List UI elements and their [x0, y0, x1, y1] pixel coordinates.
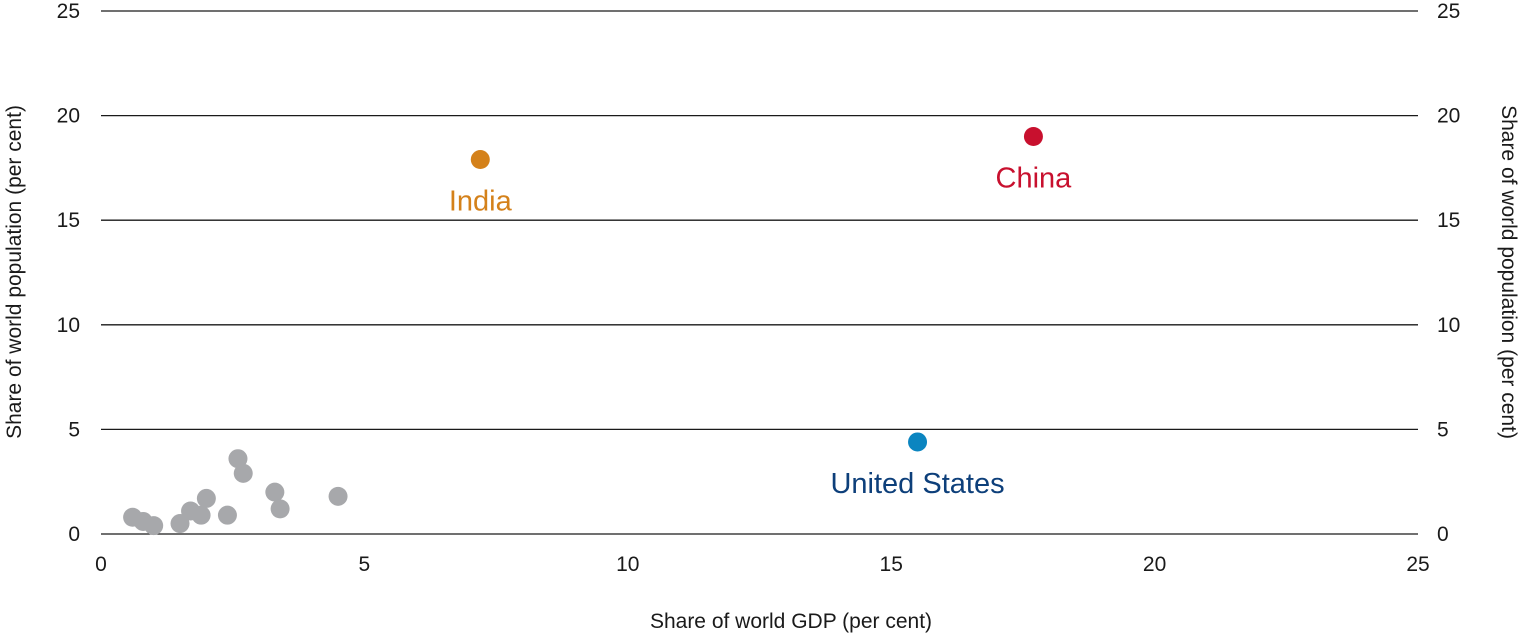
country-point	[328, 486, 348, 506]
y-tick-label: 25	[57, 0, 80, 23]
y-axis-title-left: Share of world population (per cent)	[3, 105, 26, 439]
country-point	[196, 488, 216, 508]
x-tick-label: 25	[1406, 553, 1429, 576]
x-tick-label: 0	[95, 553, 107, 576]
x-tick-label: 5	[359, 553, 371, 576]
right-y-axis-ticks: 0 5 10 15 20 25	[1437, 0, 1460, 546]
left-y-axis-ticks: 0 5 10 15 20 25	[57, 0, 80, 546]
country-point	[233, 463, 253, 483]
y-tick-label-right: 20	[1437, 105, 1460, 128]
country-point	[217, 505, 237, 525]
y-tick-label: 15	[57, 209, 80, 232]
united-states-point	[908, 432, 928, 452]
country-point	[265, 482, 285, 502]
china-point	[1023, 127, 1043, 147]
y-tick-label: 5	[68, 418, 80, 441]
united-states-label: United States	[830, 468, 1004, 500]
y-tick-label-right: 0	[1437, 523, 1449, 546]
point-labels: India China United States	[449, 163, 1072, 500]
y-axis-title-right: Share of world population (per cent)	[1497, 105, 1520, 439]
x-tick-label: 10	[616, 553, 639, 576]
y-tick-label: 0	[68, 523, 80, 546]
country-point	[270, 499, 290, 519]
data-points	[123, 127, 1043, 536]
gridlines	[101, 10, 1418, 535]
india-label: India	[449, 186, 513, 218]
y-tick-label-right: 15	[1437, 209, 1460, 232]
country-point	[144, 516, 164, 536]
y-tick-label-right: 5	[1437, 418, 1449, 441]
y-tick-label: 10	[57, 314, 80, 337]
x-tick-label: 15	[880, 553, 903, 576]
y-tick-label: 20	[57, 105, 80, 128]
y-tick-label-right: 25	[1437, 0, 1460, 23]
country-point	[170, 514, 190, 534]
china-label: China	[996, 163, 1073, 195]
x-axis-ticks: 0 5 10 15 20 25	[95, 553, 1430, 576]
country-point	[191, 505, 211, 525]
country-point	[228, 449, 248, 469]
x-tick-label: 20	[1143, 553, 1166, 576]
y-tick-label-right: 10	[1437, 314, 1460, 337]
india-point	[470, 150, 490, 170]
x-axis-title: Share of world GDP (per cent)	[650, 610, 932, 633]
